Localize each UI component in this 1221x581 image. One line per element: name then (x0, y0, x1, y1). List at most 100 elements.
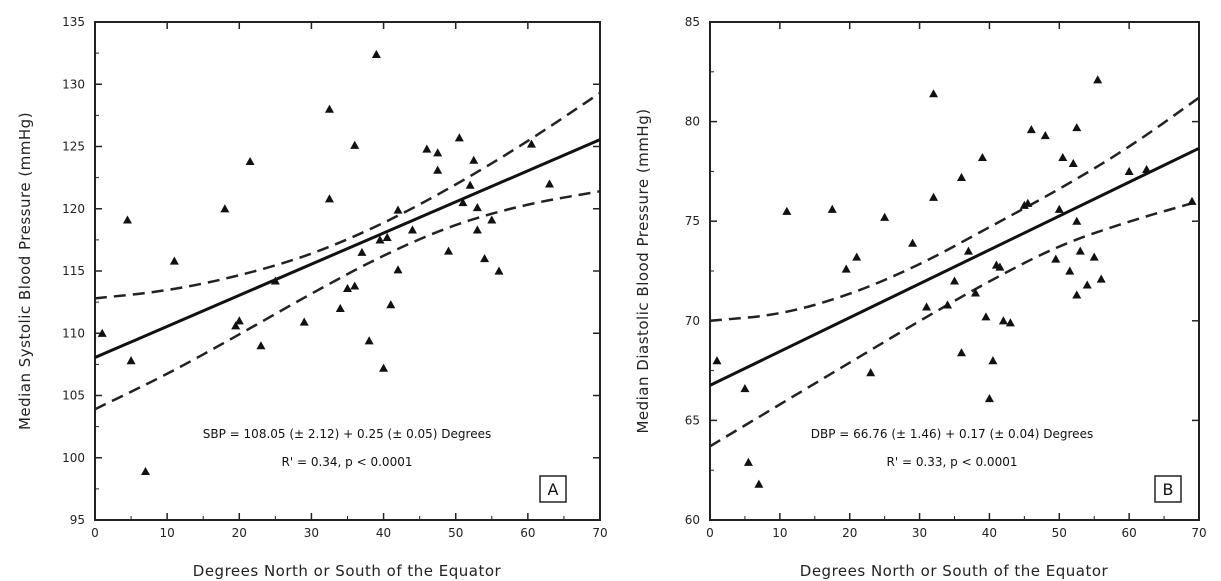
data-point (1072, 290, 1082, 299)
data-point (231, 321, 241, 330)
data-point (1124, 166, 1134, 175)
equation-text: SBP = 108.05 (± 2.12) + 0.25 (± 0.05) De… (203, 427, 491, 441)
y-tick-label: 95 (70, 513, 85, 527)
data-point (852, 252, 862, 261)
data-point (998, 316, 1008, 325)
data-point (494, 266, 504, 275)
data-point (343, 283, 352, 293)
data-point (1142, 164, 1152, 174)
data-points (97, 49, 554, 476)
data-point (956, 348, 966, 357)
data-point (526, 139, 536, 148)
ci-upper-line (709, 96, 1200, 323)
plot-frame (94, 21, 601, 521)
data-point (472, 225, 482, 234)
data-point (469, 155, 479, 164)
data-point (270, 276, 280, 285)
x-tick-label: 20 (232, 526, 247, 540)
x-tick-label: 50 (448, 526, 463, 540)
data-point (1096, 274, 1106, 283)
data-point (335, 303, 345, 312)
x-tick-label: 60 (520, 526, 535, 540)
ci-upper-line (94, 91, 601, 300)
data-point (324, 104, 334, 113)
data-point (963, 246, 973, 255)
regression-line (94, 138, 601, 359)
data-point (1054, 204, 1064, 213)
y-tick-label: 105 (62, 389, 85, 403)
x-tick-label: 30 (304, 526, 319, 540)
data-point (956, 172, 966, 181)
data-point (545, 179, 554, 188)
data-point (458, 198, 468, 207)
data-point (407, 225, 417, 234)
confidence-bands (709, 96, 1200, 448)
data-point (433, 165, 443, 174)
axis-ticks: 0 10 20 30 40 50 60 70 95 100 105 110 115 120 125 130 13… (62, 15, 608, 540)
panel-b: 0 10 20 30 40 50 60 70 60 65 70 75 80 85 DBP = 66.76 … (634, 15, 1207, 580)
x-tick-label: 60 (1122, 526, 1137, 540)
data-point (712, 356, 722, 365)
panel-label: B (1163, 480, 1174, 499)
x-axis-label: Degrees North or South of the Equator (193, 562, 502, 580)
data-point (1082, 280, 1092, 289)
data-point (472, 203, 482, 212)
regression-line-group (709, 146, 1200, 387)
axis-ticks: 0 10 20 30 40 50 60 70 60 65 70 75 80 85 (685, 15, 1207, 540)
data-point (422, 144, 432, 153)
x-tick-label: 70 (1191, 526, 1206, 540)
y-tick-label: 70 (685, 314, 700, 328)
y-tick-label: 135 (62, 15, 85, 29)
data-point (444, 246, 453, 255)
data-point (740, 384, 750, 393)
data-point (1075, 246, 1085, 255)
data-point (393, 265, 403, 274)
data-point (866, 368, 876, 377)
data-point (382, 232, 392, 241)
data-point (393, 205, 403, 214)
x-tick-label: 20 (842, 526, 857, 540)
x-axis-label: Degrees North or South of the Equator (800, 562, 1109, 580)
data-point (386, 300, 396, 309)
data-point (1072, 216, 1082, 225)
data-point (480, 254, 490, 263)
data-point (988, 356, 998, 365)
y-tick-label: 130 (62, 77, 85, 91)
data-point (929, 89, 939, 98)
x-tick-label: 30 (912, 526, 927, 540)
data-point (984, 393, 994, 403)
data-point (922, 302, 932, 311)
plot-frame (709, 21, 1200, 521)
panel-label-box (539, 475, 567, 503)
data-point (754, 479, 764, 488)
data-point (1093, 75, 1103, 84)
y-tick-label: 60 (685, 513, 700, 527)
data-point (1065, 266, 1075, 275)
data-point (880, 212, 890, 221)
data-point (245, 156, 255, 166)
data-point (487, 215, 497, 224)
data-point (1040, 131, 1050, 140)
data-point (234, 316, 244, 325)
data-point (970, 288, 980, 297)
x-tick-label: 0 (91, 526, 99, 540)
x-tick-label: 0 (706, 526, 714, 540)
stats-text: R' = 0.33, p < 0.0001 (887, 455, 1018, 469)
data-point (379, 363, 389, 372)
x-tick-label: 40 (982, 526, 997, 540)
y-tick-label: 125 (62, 140, 85, 154)
data-point (220, 204, 230, 213)
ci-lower-line (709, 200, 1200, 448)
data-point (141, 466, 150, 476)
data-point (256, 341, 266, 350)
regression-line-group (94, 138, 601, 359)
data-point (1026, 125, 1036, 134)
y-tick-label: 65 (685, 413, 700, 427)
data-point (1187, 196, 1197, 205)
data-point (465, 180, 475, 189)
data-point (1068, 158, 1078, 168)
y-tick-label: 110 (62, 326, 85, 340)
y-tick-label: 120 (62, 202, 85, 216)
x-tick-label: 10 (160, 526, 175, 540)
